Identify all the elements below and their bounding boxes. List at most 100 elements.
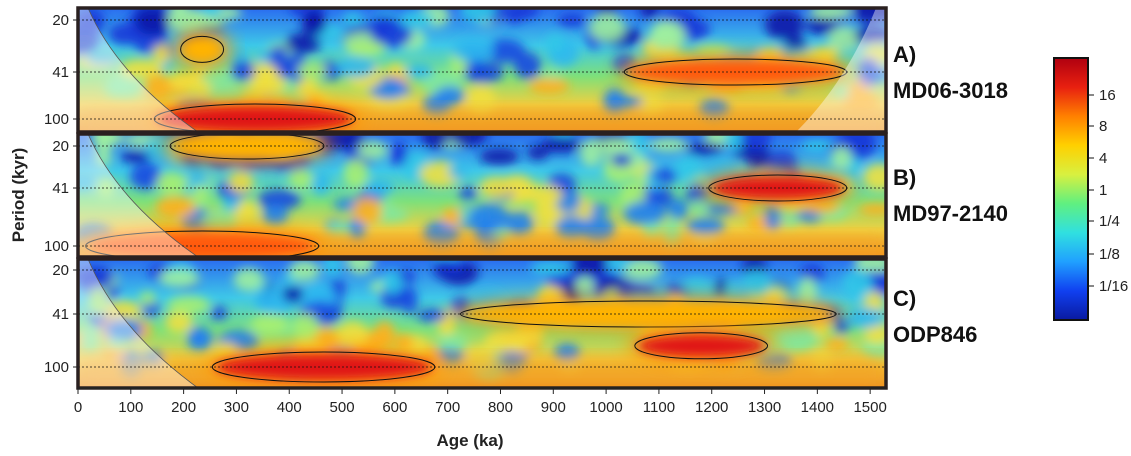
texture-blob — [293, 313, 319, 342]
texture-blob — [800, 139, 836, 153]
panel-a-core: MD06-3018 — [893, 78, 1008, 103]
y-tick-label: 41 — [52, 180, 69, 197]
panel-b-core: MD97-2140 — [893, 201, 1008, 226]
texture-blob — [167, 296, 211, 315]
significance-contour — [180, 35, 225, 63]
y-tick-label: 41 — [52, 64, 69, 81]
x-tick-label: 1200 — [695, 399, 728, 416]
texture-blob — [373, 321, 395, 349]
texture-blob — [352, 197, 383, 225]
texture-blob — [827, 26, 863, 52]
cone-of-influence-line — [87, 8, 199, 132]
texture-blob — [740, 134, 772, 150]
texture-blob — [572, 259, 608, 277]
texture-blob — [675, 155, 703, 182]
texture-blob — [165, 311, 193, 334]
texture-blob — [400, 286, 418, 314]
texture-blob — [187, 326, 206, 350]
texture-blob — [686, 217, 725, 236]
texture-blob — [467, 203, 510, 233]
texture-blob — [389, 141, 408, 166]
texture-blob — [170, 8, 187, 20]
texture-blob — [335, 55, 377, 79]
texture-blob — [336, 321, 369, 348]
texture-blob — [484, 38, 526, 63]
texture-blob — [459, 8, 496, 24]
texture-blob — [845, 307, 885, 329]
texture-blob — [864, 323, 886, 345]
texture-blob — [268, 45, 289, 69]
texture-blob — [606, 96, 644, 109]
cone-of-influence-line — [87, 259, 199, 388]
texture-blob — [345, 41, 387, 58]
texture-blob — [372, 14, 396, 32]
texture-blob — [545, 33, 565, 54]
texture-blob — [416, 308, 448, 322]
colorbar-label: 1/16 — [1099, 278, 1128, 295]
texture-blob — [85, 52, 118, 65]
texture-blob — [399, 9, 434, 30]
wavelet-panels — [76, 6, 888, 390]
texture-blob — [863, 163, 886, 191]
texture-blob — [853, 26, 886, 44]
texture-blob — [639, 8, 660, 19]
colorbar-label: 1/8 — [1099, 246, 1120, 263]
texture-blob — [159, 269, 200, 287]
texture-blob — [357, 140, 388, 160]
texture-blob — [233, 267, 264, 292]
texture-blob — [421, 134, 450, 149]
texture-blob — [250, 314, 289, 336]
texture-blob — [442, 208, 460, 226]
texture-blob — [649, 137, 688, 153]
cone-of-influence-left — [78, 134, 198, 257]
texture-blob — [101, 349, 123, 362]
texture-blob — [724, 134, 744, 152]
texture-blob — [691, 199, 708, 215]
texture-blob — [484, 329, 527, 357]
texture-blob — [479, 177, 514, 199]
texture-blob — [764, 200, 781, 231]
texture-blob — [514, 52, 542, 80]
texture-blob — [343, 158, 369, 189]
texture-blob — [841, 90, 879, 114]
texture-blob — [581, 215, 615, 243]
texture-blob — [120, 150, 151, 163]
x-tick-label: 100 — [118, 399, 143, 416]
colorbar-gradient — [1053, 57, 1089, 321]
texture-blob — [857, 56, 880, 86]
panel-frame — [76, 132, 888, 259]
texture-blob — [575, 277, 594, 293]
texture-blob — [382, 271, 403, 295]
texture-blob — [858, 203, 886, 216]
texture-blob — [288, 169, 314, 190]
x-axis: 0 100 200 300 400 500 600 700 800 900 1000 1100 1200… — [74, 387, 887, 416]
texture-blob — [466, 85, 496, 115]
texture-blob — [301, 12, 327, 36]
texture-blob — [289, 259, 320, 282]
cone-of-influence-left — [78, 259, 198, 388]
texture-blob — [190, 15, 225, 28]
panel-a-letter: A) — [893, 42, 916, 67]
texture-blob — [104, 300, 142, 322]
cone-of-influence-line — [87, 134, 199, 257]
panel-c-letter: C) — [893, 286, 916, 311]
texture-blob — [555, 215, 589, 239]
x-tick-label: 1100 — [643, 399, 675, 416]
texture-blob — [842, 269, 873, 299]
power-core — [637, 334, 765, 357]
texture-blob — [97, 177, 115, 199]
texture-blob — [764, 10, 805, 40]
texture-blob — [528, 78, 570, 95]
texture-blob — [603, 259, 631, 272]
texture-blob — [833, 81, 852, 98]
texture-blob — [79, 325, 99, 351]
texture-blob — [156, 171, 187, 195]
power-core — [711, 177, 844, 199]
x-tick-label: 300 — [224, 399, 249, 416]
texture-blob — [104, 318, 144, 341]
texture-blob — [108, 23, 140, 45]
texture-blob — [119, 59, 163, 79]
bottom-warm-band — [78, 359, 886, 381]
texture-blob — [262, 205, 288, 226]
